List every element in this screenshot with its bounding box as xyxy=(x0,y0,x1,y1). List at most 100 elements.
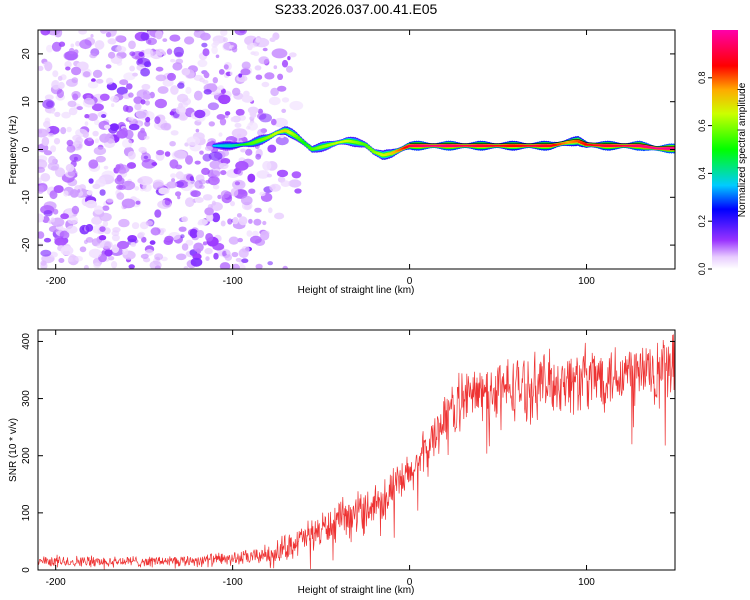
noise-blob xyxy=(77,189,81,193)
noise-blob xyxy=(99,93,110,102)
noise-blob xyxy=(218,162,229,170)
snr-y-label: SNR (10 * v/v) xyxy=(8,418,19,482)
noise-blob xyxy=(220,170,227,176)
noise-blob xyxy=(241,95,254,103)
noise-blob xyxy=(43,150,53,156)
noise-blob xyxy=(229,71,233,76)
noise-blob xyxy=(88,159,99,169)
noise-blob xyxy=(82,131,89,138)
colorbar-tick-label: 0.8 xyxy=(697,72,707,85)
noise-blob xyxy=(203,71,210,79)
colorbar: 0.0 0.2 0.4 0.6 0.8 Normalized spectral ampl… xyxy=(697,30,748,275)
noise-blob xyxy=(110,95,120,103)
noise-blob xyxy=(190,257,203,267)
noise-blob xyxy=(121,127,128,136)
noise-blob xyxy=(157,86,169,94)
spectrogram-y-tick-label: -20 xyxy=(21,237,32,252)
noise-blob xyxy=(111,261,118,269)
noise-blob xyxy=(184,36,195,45)
noise-blob xyxy=(140,67,151,77)
noise-blob xyxy=(195,128,200,133)
noise-blob xyxy=(205,256,210,261)
noise-blob xyxy=(166,181,178,189)
noise-blob xyxy=(42,216,50,223)
colorbar-label: Normalized spectral amplitude xyxy=(737,82,748,217)
noise-blob xyxy=(286,65,293,73)
noise-blob xyxy=(247,106,259,115)
noise-blob xyxy=(160,123,171,131)
noise-blob xyxy=(169,34,181,42)
noise-blob xyxy=(288,52,297,58)
noise-blob xyxy=(230,201,235,207)
noise-blob xyxy=(129,65,136,72)
noise-blob xyxy=(280,180,291,188)
noise-blob xyxy=(166,48,173,55)
noise-blob xyxy=(54,237,67,246)
colorbar-tick-label: 0.0 xyxy=(697,263,707,276)
noise-blob xyxy=(93,205,104,215)
noise-blob xyxy=(267,261,274,266)
noise-blob xyxy=(78,30,87,35)
noise-blob xyxy=(91,103,104,112)
noise-blob xyxy=(154,265,161,269)
noise-blob xyxy=(38,128,49,138)
colorbar-ticks: 0.0 0.2 0.4 0.6 0.8 xyxy=(697,72,712,276)
noise-blob xyxy=(264,72,275,80)
noise-blob xyxy=(40,249,52,257)
noise-blob xyxy=(94,119,100,126)
noise-blob xyxy=(122,247,129,256)
spectrogram-y-tick-label: 10 xyxy=(21,96,32,108)
noise-blob xyxy=(273,65,278,70)
noise-blob xyxy=(202,48,210,57)
noise-blob xyxy=(144,135,150,140)
noise-blob xyxy=(111,244,120,254)
noise-blob xyxy=(140,32,150,41)
noise-blob xyxy=(266,173,272,178)
noise-blob xyxy=(44,117,51,124)
noise-blob xyxy=(140,99,146,105)
noise-blob xyxy=(259,191,266,197)
noise-blob xyxy=(105,77,114,85)
noise-blob xyxy=(128,92,134,98)
noise-blob xyxy=(241,195,253,206)
ridge-core-segment xyxy=(301,142,307,144)
noise-blob xyxy=(134,186,140,191)
noise-blob xyxy=(234,30,247,36)
noise-blob xyxy=(101,170,115,181)
noise-blob xyxy=(87,113,98,122)
noise-blob xyxy=(225,249,231,255)
noise-blob xyxy=(250,113,257,118)
noise-blob xyxy=(194,180,203,189)
noise-blob xyxy=(257,128,266,137)
noise-blob xyxy=(58,81,65,90)
snr-y-tick-label: 300 xyxy=(21,390,32,407)
noise-blob xyxy=(204,247,213,255)
ridge-core-segment xyxy=(305,145,311,148)
noise-blob xyxy=(60,245,74,256)
colorbar-tick-label: 0.4 xyxy=(697,167,707,180)
noise-blob xyxy=(291,171,302,179)
noise-blob xyxy=(237,169,243,176)
noise-blob xyxy=(224,111,231,116)
noise-blob xyxy=(106,198,114,203)
ridge-core-segment xyxy=(367,147,373,150)
noise-blob xyxy=(255,37,261,43)
noise-blob xyxy=(40,260,47,266)
noise-blob xyxy=(255,74,263,80)
noise-blob xyxy=(115,35,126,42)
noise-blob xyxy=(231,251,239,258)
noise-blob xyxy=(204,145,213,152)
noise-blob xyxy=(258,56,270,65)
noise-blob xyxy=(185,86,192,94)
noise-blob xyxy=(83,264,89,269)
noise-blob xyxy=(243,90,250,97)
noise-blob xyxy=(210,170,221,178)
noise-blob xyxy=(175,253,187,261)
noise-blob xyxy=(101,114,107,118)
noise-blob xyxy=(217,85,224,91)
noise-blob xyxy=(262,160,272,171)
noise-blob xyxy=(98,235,107,241)
noise-blob xyxy=(177,93,189,103)
ridge-core-segment xyxy=(365,145,371,148)
noise-blob xyxy=(201,42,208,48)
